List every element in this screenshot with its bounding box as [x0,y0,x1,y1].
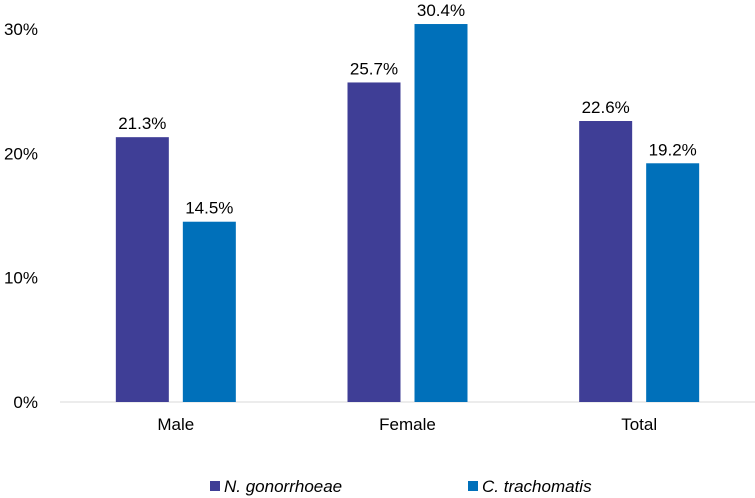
y-tick-label: 0% [13,393,38,412]
data-label: 30.4% [417,1,465,20]
y-axis: 0% 10% 20% 30% [4,20,38,412]
bars [115,24,700,403]
bar-c-trachomatis-total [646,163,700,402]
legend: N. gonorrhoeae C. trachomatis [210,477,592,496]
data-label: 25.7% [350,59,398,78]
bar-n-gonorrhoeae-male [115,137,169,403]
category-label-female: Female [379,415,436,434]
data-labels: 21.3% 14.5% 25.7% 30.4% 22.6% 19.2% [118,1,697,218]
bar-n-gonorrhoeae-total [579,121,633,403]
bar-c-trachomatis-male [182,221,236,402]
bar-n-gonorrhoeae-female [347,82,401,403]
bar-c-trachomatis-female [414,24,468,402]
y-tick-label: 10% [4,269,38,288]
y-tick-label: 30% [4,20,38,39]
data-label: 22.6% [582,98,630,117]
legend-label: N. gonorrhoeae [224,477,342,496]
data-label: 21.3% [118,114,166,133]
category-labels: Male Female Total [157,415,657,434]
legend-label: C. trachomatis [482,477,592,496]
data-label: 19.2% [649,140,697,159]
category-label-total: Total [621,415,657,434]
category-label-male: Male [157,415,194,434]
y-tick-label: 20% [4,144,38,163]
legend-swatch [210,481,220,491]
legend-swatch [468,481,478,491]
data-label: 14.5% [185,199,233,218]
